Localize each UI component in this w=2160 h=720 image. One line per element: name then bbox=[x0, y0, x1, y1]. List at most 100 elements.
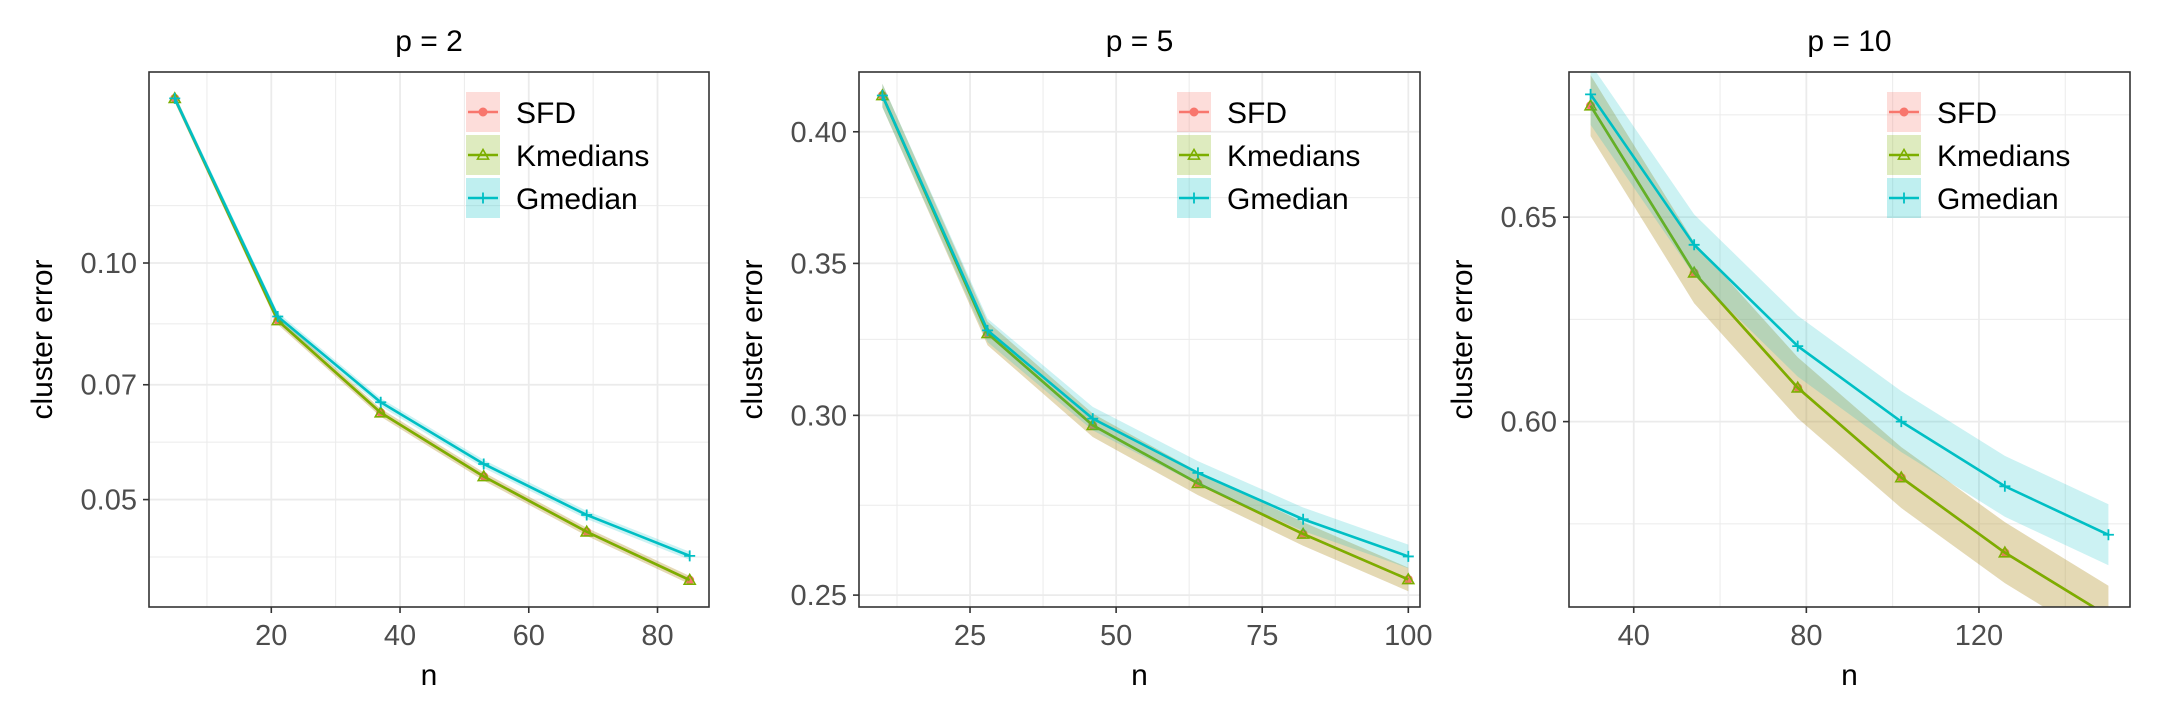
marker-triangle bbox=[1187, 147, 1201, 160]
chart-panel-1: 20 40 60 80 0.05 0.07 0.10 n cluster error p = 2 S… bbox=[26, 25, 710, 692]
y-tick-label: 0.65 bbox=[1501, 202, 1557, 234]
x-tick-label: 50 bbox=[1100, 620, 1132, 652]
marker-circle bbox=[1899, 107, 1909, 117]
x-axis-label: n bbox=[1841, 659, 1858, 692]
y-tick-label: 0.10 bbox=[81, 248, 137, 280]
legend-label: SFD bbox=[1937, 97, 1997, 130]
marker-triangle bbox=[682, 572, 697, 585]
marker-circle bbox=[2104, 612, 2112, 620]
marker-triangle bbox=[1790, 380, 1805, 393]
legend: SFD Kmedians Gmedian bbox=[1887, 92, 2070, 218]
x-tick-label: 100 bbox=[1384, 620, 1432, 652]
y-tick-label: 0.25 bbox=[791, 580, 847, 612]
marker-plus bbox=[982, 324, 994, 336]
legend-label: Kmedians bbox=[516, 140, 649, 173]
panel-title: p = 2 bbox=[395, 25, 463, 58]
marker-triangle bbox=[476, 147, 490, 160]
chart-panel-2: 25 50 75 100 0.25 0.30 0.35 0.40 n cluster error p… bbox=[736, 25, 1433, 692]
y-axis-label: cluster error bbox=[736, 259, 769, 419]
x-tick-label: 60 bbox=[513, 620, 545, 652]
chart-panel-3: 40 80 120 0.60 0.65 n cluster error p = 10 SFD Km… bbox=[1446, 25, 2131, 692]
marker-plus bbox=[1297, 513, 1309, 525]
x-tick-label: 25 bbox=[954, 620, 986, 652]
marker-circle bbox=[478, 107, 488, 117]
marker-plus bbox=[1999, 480, 2011, 492]
series-line-kmedians bbox=[173, 97, 691, 582]
panel-border bbox=[858, 71, 1421, 608]
marker-plus bbox=[581, 509, 593, 521]
x-tick-label: 80 bbox=[641, 620, 673, 652]
x-tick-label: 120 bbox=[1955, 620, 2003, 652]
legend-label: Kmedians bbox=[1937, 140, 2070, 173]
panel-border bbox=[1568, 71, 2131, 608]
y-tick-label: 0.30 bbox=[791, 400, 847, 432]
y-tick-label: 0.40 bbox=[791, 117, 847, 149]
legend: SFD Kmedians Gmedian bbox=[1177, 92, 1360, 218]
legend-label: SFD bbox=[1227, 97, 1287, 130]
marker-plus bbox=[684, 550, 696, 562]
marker-triangle bbox=[1583, 98, 1598, 111]
marker-triangle bbox=[1085, 418, 1100, 431]
x-tick-label: 75 bbox=[1246, 620, 1278, 652]
marker-triangle bbox=[1897, 147, 1911, 160]
marker-plus bbox=[272, 310, 284, 322]
y-axis-label: cluster error bbox=[26, 259, 59, 419]
y-tick-label: 0.07 bbox=[81, 370, 137, 402]
x-tick-label: 80 bbox=[1790, 620, 1822, 652]
legend-label: Gmedian bbox=[516, 183, 638, 216]
marker-plus bbox=[169, 92, 181, 104]
marker-triangle bbox=[1894, 470, 1909, 483]
legend-label: SFD bbox=[516, 97, 576, 130]
series-line-kmedians bbox=[1589, 104, 2096, 607]
x-tick-label: 40 bbox=[1618, 620, 1650, 652]
marker-triangle bbox=[1296, 526, 1311, 539]
series-group bbox=[167, 91, 697, 585]
marker-triangle bbox=[373, 405, 388, 418]
series-group bbox=[1583, 72, 2114, 621]
marker-plus bbox=[1087, 413, 1099, 425]
marker-plus bbox=[1192, 467, 1204, 479]
x-tick-label: 40 bbox=[384, 620, 416, 652]
marker-plus bbox=[1688, 239, 1700, 251]
marker-triangle bbox=[1997, 545, 2012, 558]
y-tick-label: 0.35 bbox=[791, 248, 847, 280]
marker-triangle bbox=[579, 524, 594, 537]
legend: SFD Kmedians Gmedian bbox=[466, 92, 649, 218]
legend-label: Gmedian bbox=[1937, 183, 2059, 216]
series-group bbox=[875, 83, 1416, 592]
marker-triangle bbox=[1401, 572, 1416, 585]
panel-border bbox=[148, 71, 710, 608]
marker-plus bbox=[1898, 192, 1910, 204]
marker-plus bbox=[1585, 88, 1597, 100]
legend-label: Kmedians bbox=[1227, 140, 1360, 173]
marker-plus bbox=[1402, 550, 1414, 562]
marker-plus bbox=[1188, 192, 1200, 204]
marker-plus bbox=[1792, 340, 1804, 352]
y-tick-label: 0.60 bbox=[1501, 407, 1557, 439]
marker-triangle bbox=[476, 469, 491, 482]
x-axis-label: n bbox=[421, 659, 438, 692]
marker-triangle bbox=[2103, 611, 2114, 621]
panel-title: p = 5 bbox=[1106, 25, 1174, 58]
marker-plus bbox=[477, 192, 489, 204]
series-line-gmedian bbox=[173, 97, 691, 558]
panel-title: p = 10 bbox=[1807, 25, 1891, 58]
marker-plus bbox=[375, 396, 387, 408]
series-line-gmedian bbox=[1589, 93, 2109, 536]
y-tick-label: 0.05 bbox=[81, 485, 137, 517]
x-tick-label: 20 bbox=[255, 620, 287, 652]
y-axis-label: cluster error bbox=[1446, 259, 1479, 419]
marker-plus bbox=[2102, 529, 2114, 541]
marker-triangle bbox=[1687, 265, 1702, 278]
legend-label: Gmedian bbox=[1227, 183, 1349, 216]
marker-plus bbox=[876, 89, 888, 101]
marker-triangle bbox=[1191, 476, 1205, 489]
marker-circle bbox=[1189, 107, 1199, 117]
marker-plus bbox=[478, 458, 490, 470]
x-axis-label: n bbox=[1131, 659, 1148, 692]
marker-plus bbox=[1895, 416, 1907, 428]
ribbon-gmedian bbox=[1590, 72, 2109, 566]
series-line-gmedian bbox=[881, 94, 1409, 558]
